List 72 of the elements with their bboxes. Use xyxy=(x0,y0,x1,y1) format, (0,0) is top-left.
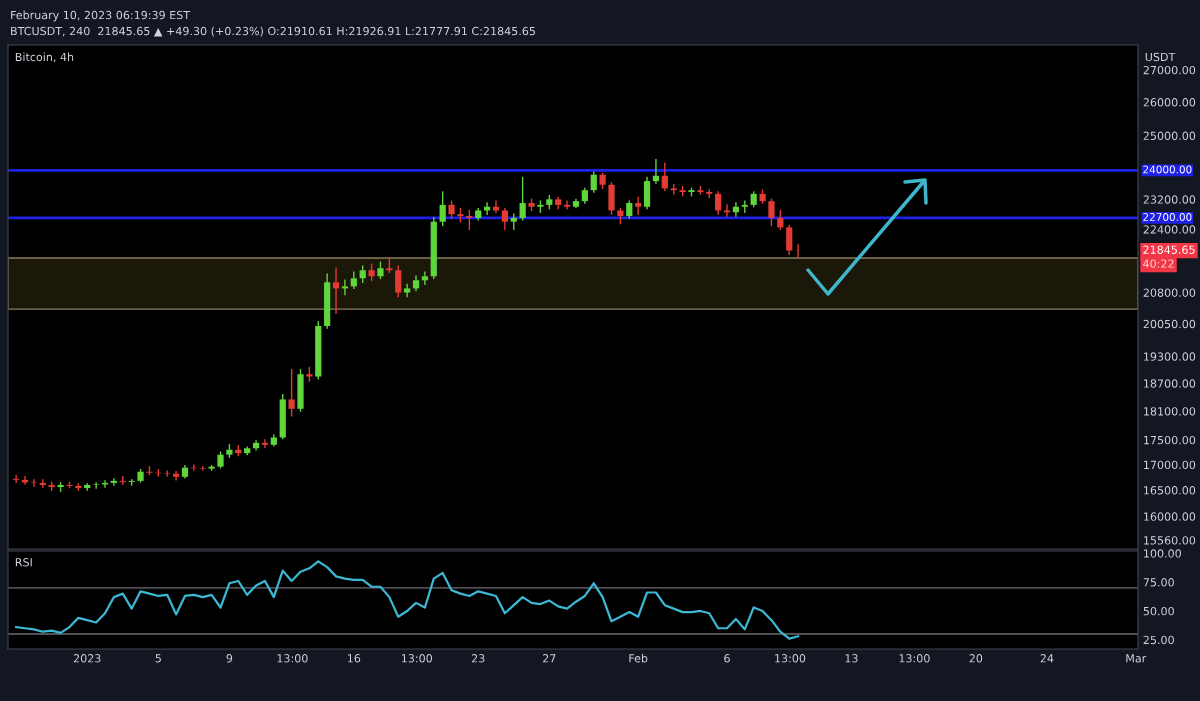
y-tick-label: 25000.00 xyxy=(1143,131,1196,140)
candlestick xyxy=(466,209,473,230)
y-tick-label: 20050.00 xyxy=(1143,319,1196,329)
x-tick-label: 2023 xyxy=(73,654,101,663)
y-tick-label: 50.00 xyxy=(1143,606,1174,616)
candlestick xyxy=(421,271,429,286)
y-tick-label: 20800.00 xyxy=(1143,288,1196,297)
chart-subtitle: BTCUSDT, 240 21845.65 ▲ +49.30 (+0.23%) O:21910.61 H:21926.91 L:21777.91 C:21845.65 xyxy=(11,26,535,37)
x-tick-label: 13:00 xyxy=(899,654,930,663)
candlestick xyxy=(172,471,180,481)
y-tick-label: 19300.00 xyxy=(1144,352,1196,361)
x-tick-label: 13:00 xyxy=(401,654,433,663)
candlestick xyxy=(341,279,349,296)
x-tick-label: 24 xyxy=(1040,654,1054,663)
candlestick xyxy=(501,207,508,230)
candlestick xyxy=(590,171,597,193)
text: February 10, 2023 06:19:39 EST xyxy=(11,10,191,22)
y-tick-label: 17500.00 xyxy=(1144,435,1196,445)
x-tick-label: 27 xyxy=(543,654,556,663)
ref-line-label: 24000.00 xyxy=(1143,165,1192,174)
candlestick xyxy=(13,475,20,484)
candlestick xyxy=(439,191,446,227)
y-tick-label: 75.00 xyxy=(1143,578,1174,587)
text: Bitcoin, 4h xyxy=(15,52,74,63)
x-tick-label: 20 xyxy=(969,654,983,663)
candlestick xyxy=(288,369,295,417)
x-tick-label: Mar xyxy=(1126,654,1147,663)
y-tick-label: 16000.00 xyxy=(1144,512,1196,521)
y-tick-label: 22400.00 xyxy=(1143,225,1196,234)
candlestick xyxy=(777,209,784,230)
x-tick-label: 13:00 xyxy=(775,654,806,663)
candlestick xyxy=(110,478,117,486)
y-tick-label: 100.00 xyxy=(1144,549,1181,558)
y-tick-label: 23200.00 xyxy=(1143,195,1196,204)
x-tick-label: 6 xyxy=(724,654,730,663)
chart-title: RSI xyxy=(15,558,32,567)
candlestick xyxy=(635,196,642,215)
candlestick xyxy=(715,191,722,215)
ref-line-label: 22700.00 xyxy=(1143,213,1192,221)
candlestick xyxy=(93,482,100,489)
x-tick-label: 13:00 xyxy=(277,654,308,663)
candlestick xyxy=(395,265,402,298)
y-axis-title: USDT xyxy=(1145,52,1176,62)
x-tick-label: 13 xyxy=(845,654,858,663)
candlestick xyxy=(795,244,802,258)
line-series xyxy=(15,560,800,640)
candlestick xyxy=(30,479,38,487)
text: 21845.65 xyxy=(1143,245,1195,254)
candlestick xyxy=(768,198,775,227)
text: 40:22 xyxy=(1143,259,1174,268)
y-tick-label: 17000.00 xyxy=(1144,460,1196,470)
x-tick-label: Feb xyxy=(629,653,648,663)
y-tick-label: 27000.00 xyxy=(1143,65,1196,75)
candlestick xyxy=(786,224,793,256)
y-tick-label: 15560.00 xyxy=(1144,536,1196,545)
y-tick-label: 26000.00 xyxy=(1143,98,1196,107)
candlestick xyxy=(332,267,340,314)
y-tick-label: 18100.00 xyxy=(1144,407,1196,416)
candlestick xyxy=(261,439,269,448)
x-tick-label: 16 xyxy=(347,654,361,663)
x-tick-label: 5 xyxy=(155,654,161,663)
y-tick-label: 25.00 xyxy=(1143,635,1174,645)
candlestick xyxy=(563,200,571,210)
candlestick xyxy=(652,159,660,184)
candlestick xyxy=(661,162,668,191)
candlestick xyxy=(519,176,526,221)
candlestick xyxy=(723,204,731,217)
x-tick-label: 23 xyxy=(471,654,485,663)
y-tick-label: 18700.00 xyxy=(1144,379,1196,388)
x-tick-label: 9 xyxy=(226,654,233,663)
candlestick xyxy=(404,283,411,298)
y-tick-label: 16500.00 xyxy=(1144,486,1196,495)
